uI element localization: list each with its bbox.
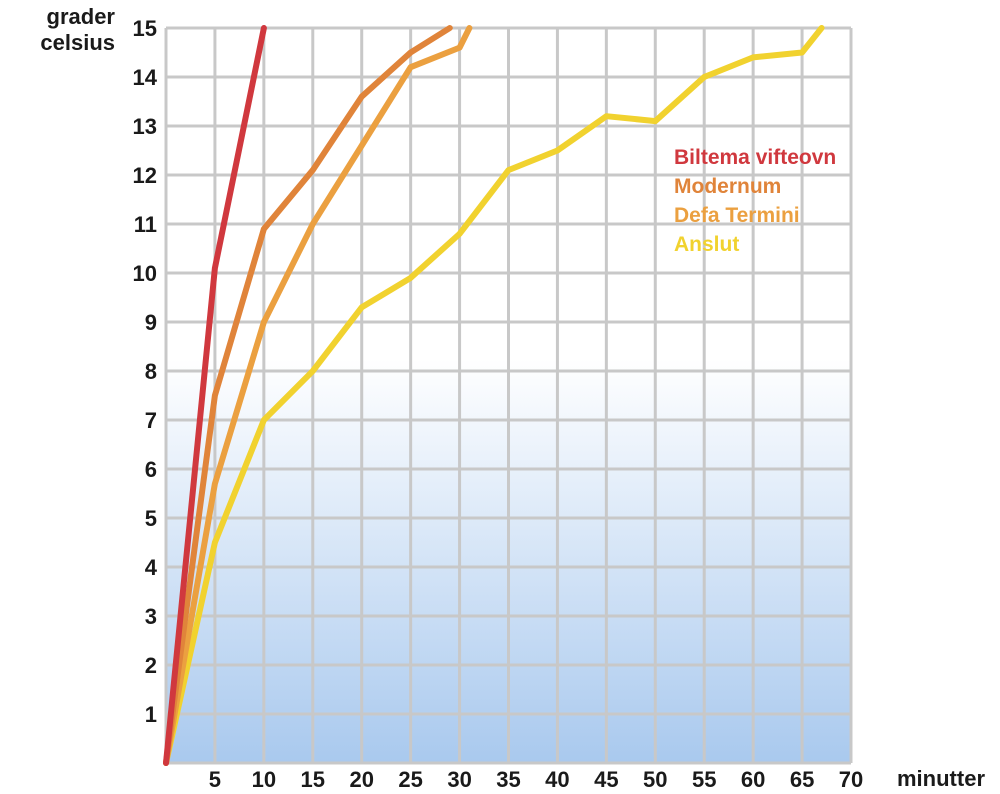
x-tick-label: 10 — [252, 767, 276, 792]
y-tick-label: 11 — [134, 212, 157, 237]
y-tick-label: 14 — [133, 65, 158, 90]
legend-entry: Defa Termini — [674, 204, 800, 227]
series-line-defa-termini — [163, 25, 473, 766]
y-tick-label: 4 — [145, 555, 158, 580]
series-line-biltema-vifteovn — [163, 25, 267, 766]
y-tick-label: 5 — [145, 506, 157, 531]
y-tick-label: 3 — [145, 604, 157, 629]
series-line-anslut — [163, 25, 825, 766]
y-tick-label: 12 — [133, 163, 157, 188]
x-tick-label: 55 — [692, 767, 716, 792]
series-layer — [163, 25, 825, 766]
y-tick-label: 8 — [145, 359, 157, 384]
x-tick-label: 65 — [790, 767, 814, 792]
x-axis-label: minutter — [897, 766, 985, 791]
legend: Biltema vifteovn Modernum Defa Termini Ansl… — [674, 146, 836, 256]
x-tick-label: 30 — [447, 767, 471, 792]
x-tick-label: 60 — [741, 767, 765, 792]
x-tick-label: 15 — [301, 767, 325, 792]
legend-entry: Anslut — [674, 233, 739, 256]
y-tick-label: 10 — [133, 261, 157, 286]
x-tick-label: 25 — [398, 767, 422, 792]
y-axis-label-line1: grader — [47, 4, 116, 29]
y-tick-label: 15 — [133, 16, 157, 41]
x-tick-label: 50 — [643, 767, 667, 792]
y-axis-label-line2: celsius — [40, 30, 115, 55]
series-line-modernum — [163, 25, 453, 766]
x-tick-label: 45 — [594, 767, 618, 792]
y-tick-label: 6 — [145, 457, 157, 482]
y-tick-label: 9 — [145, 310, 157, 335]
x-tick-label: 70 — [839, 767, 863, 792]
y-tick-label: 7 — [145, 408, 157, 433]
x-tick-label: 40 — [545, 767, 569, 792]
legend-entry: Biltema vifteovn — [674, 146, 836, 169]
x-tick-label: 35 — [496, 767, 520, 792]
legend-entry: Modernum — [674, 175, 781, 198]
y-tick-label: 13 — [133, 114, 157, 139]
tick-labels: 5 10 15 20 25 30 35 40 45 50 55 60 65 701234567891011… — [133, 16, 864, 792]
x-tick-label: 5 — [209, 767, 221, 792]
x-tick-label: 20 — [349, 767, 373, 792]
y-tick-label: 1 — [145, 702, 157, 727]
y-tick-label: 2 — [145, 653, 157, 678]
